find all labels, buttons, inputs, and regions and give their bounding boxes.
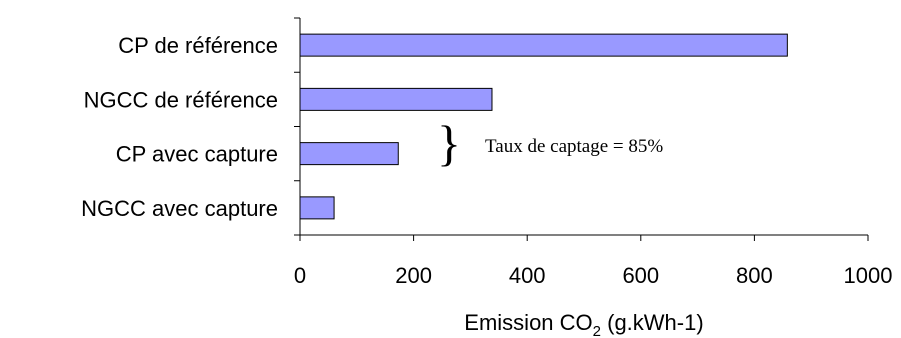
x-axis-title: Emission CO2 (g.kWh-1) [464,310,703,338]
y-axis [294,17,301,236]
bar-4 [299,196,335,220]
category-label: CP avec capture [116,142,278,167]
x-tick-label: 800 [736,263,773,288]
bar-3 [299,142,399,166]
x-axis-title-tail: (g.kWh-1) [601,310,704,335]
bar-2 [299,87,493,111]
x-tick-label: 200 [395,263,432,288]
x-axis-title-subscript: 2 [593,323,601,338]
bars [299,33,788,220]
category-labels: CP de référence NGCC de référence CP avec … [81,33,278,221]
curly-brace-symbol: } [437,115,461,171]
x-axis-title-main: Emission CO [464,310,592,335]
x-tick-labels: 0 200 400 600 800 1000 [294,263,893,288]
x-tick-label: 1000 [844,263,893,288]
bar-1 [299,33,788,57]
category-label: NGCC avec capture [81,196,278,221]
capture-annotation: } Taux de captage = 85% [437,115,663,171]
capture-rate-annotation: Taux de captage = 85% [485,136,663,157]
category-label: NGCC de référence [84,87,278,112]
x-axis [299,234,869,241]
category-label: CP de référence [118,33,278,58]
x-tick-label: 400 [509,263,546,288]
x-tick-label: 0 [294,263,306,288]
x-tick-label: 600 [622,263,659,288]
